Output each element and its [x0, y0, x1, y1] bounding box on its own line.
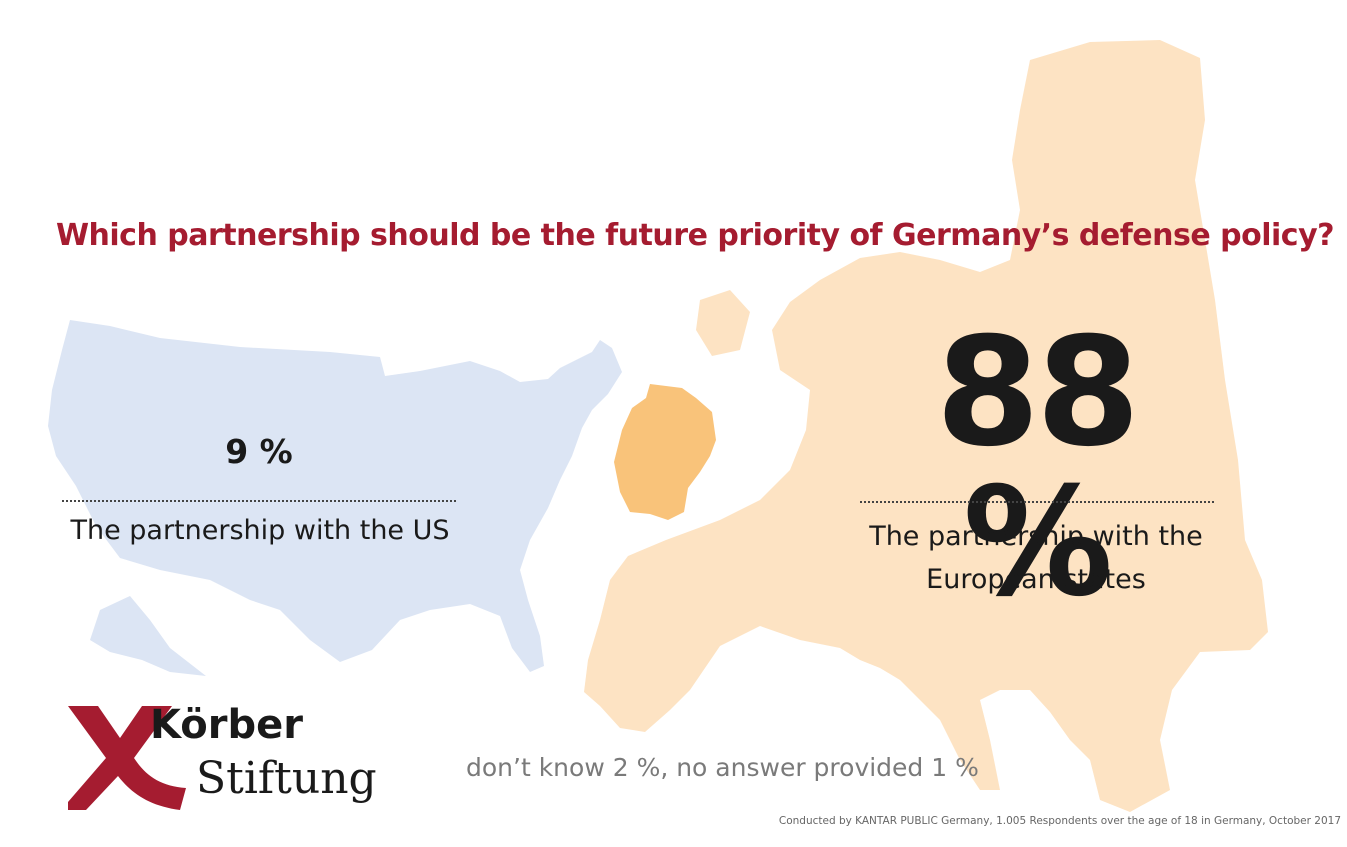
logo-text-korber: Körber — [150, 702, 303, 748]
europe-percentage: 88 % — [935, 306, 1141, 630]
korber-logo-mark-icon — [68, 706, 186, 810]
europe-label: The partnership with the European states — [836, 515, 1236, 601]
us-percentage: 9 % — [225, 432, 293, 471]
us-divider — [62, 500, 456, 502]
europe-map — [584, 40, 1268, 812]
us-label: The partnership with the US — [70, 515, 450, 546]
europe-divider — [860, 501, 1214, 503]
other-answers: don’t know 2 %, no answer provided 1 % — [466, 753, 979, 782]
germany-map — [614, 384, 716, 520]
europe-label-line2: European states — [926, 564, 1146, 595]
source-note: Conducted by KANTAR PUBLIC Germany, 1.00… — [778, 815, 1341, 827]
usa-map — [48, 320, 622, 676]
europe-label-line1: The partnership with the — [869, 521, 1203, 552]
chart-title: Which partnership should be the future p… — [55, 218, 1335, 253]
logo-text-stiftung: Stiftung — [196, 753, 377, 804]
